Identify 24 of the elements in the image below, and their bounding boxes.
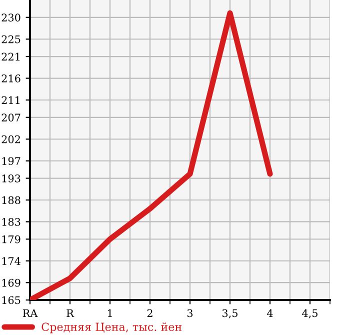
legend-label: Средняя Цена, тыс. йен (42, 322, 182, 334)
y-tick-label: 193 (2, 174, 20, 182)
x-tick-label: R (66, 309, 74, 317)
y-tick-label: 169 (2, 278, 20, 287)
y-tick-label: 183 (2, 218, 20, 226)
y-tick-label: 211 (2, 96, 20, 104)
x-tick-label: 4,5 (302, 309, 318, 318)
y-tick-label: 225 (2, 35, 20, 44)
y-tick-label: 179 (2, 235, 20, 244)
x-tick-label: RA (22, 309, 38, 317)
x-tick-label: 4 (267, 309, 273, 317)
x-tick-label: 2 (147, 309, 152, 317)
y-tick-label: 165 (2, 296, 20, 304)
y-tick-label: 202 (2, 135, 20, 144)
y-tick-label: 197 (2, 157, 20, 165)
x-tick-label: 1 (108, 309, 112, 317)
y-tick-label: 207 (2, 114, 20, 122)
x-tick-label: 3,5 (222, 309, 238, 318)
y-tick-label: 216 (2, 74, 20, 82)
y-tick-label: 221 (2, 52, 20, 60)
y-tick-label: 230 (2, 14, 20, 22)
x-tick-label: 3 (187, 309, 193, 318)
y-tick-label: 174 (2, 257, 20, 265)
y-tick-label: 188 (2, 196, 20, 204)
